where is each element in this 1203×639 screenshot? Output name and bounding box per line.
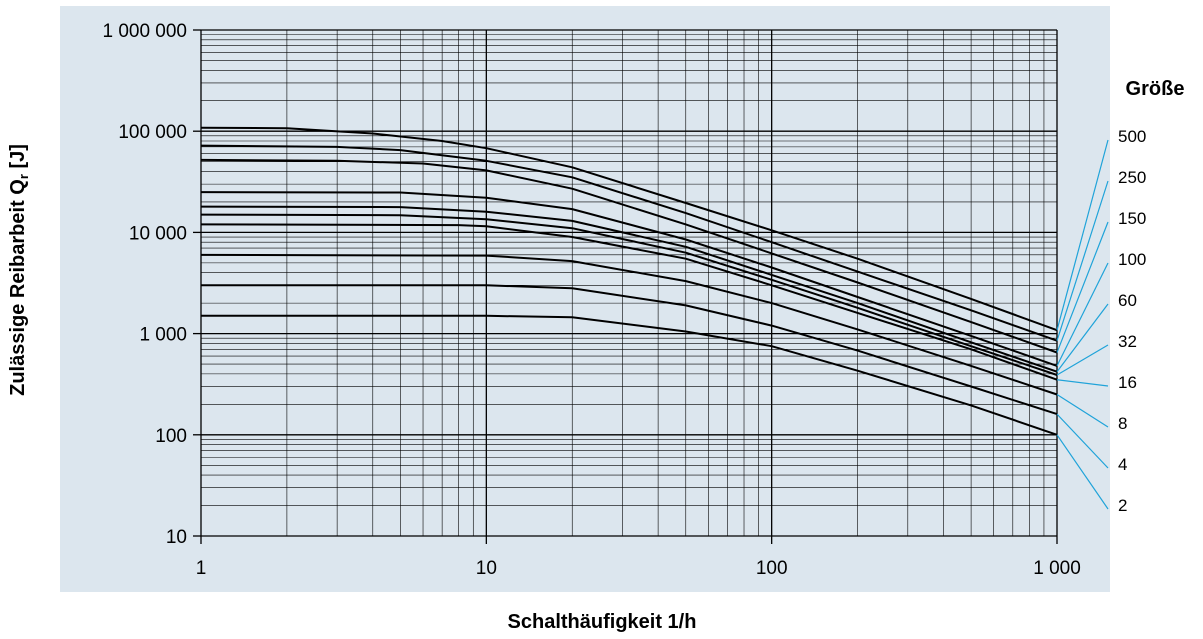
x-tick-label: 10: [476, 558, 497, 579]
size-label-60: 60: [1118, 291, 1137, 310]
x-axis-ticks: 1 10 100 1 000: [196, 536, 1081, 579]
leader-line-size-150: [1056, 221, 1109, 353]
x-tick-label: 100: [756, 558, 788, 579]
leader-line-size-500: [1056, 139, 1109, 331]
size-leader-lines: [1056, 139, 1109, 510]
x-tick-label: 1 000: [1033, 558, 1081, 579]
curve-size-60: [200, 205, 1058, 373]
y-tick-label: 100: [155, 426, 187, 447]
y-tick-label: 10: [166, 527, 187, 548]
leader-line-size-60: [1056, 303, 1109, 373]
plot-background: [60, 6, 1110, 592]
y-axis-title-main: Zulässige Reibarbeit Q: [7, 179, 29, 396]
y-axis-title-unit: [J]: [7, 144, 29, 174]
leader-line-size-4: [1056, 413, 1109, 469]
curve-size-16: [200, 223, 1058, 381]
size-label-4: 4: [1118, 455, 1127, 474]
y-tick-label: 100 000: [118, 122, 187, 143]
leader-line-size-16: [1056, 379, 1109, 387]
size-label-32: 32: [1118, 332, 1137, 351]
y-axis-ticks: 10 100 1 000 10 000 100 000 1 000 000: [102, 21, 201, 548]
leader-line-size-32: [1056, 344, 1109, 376]
legend-title: Größe: [1126, 78, 1185, 100]
leader-line-size-8: [1056, 394, 1109, 428]
curve-size-32: [200, 213, 1058, 376]
size-label-100: 100: [1118, 250, 1146, 269]
x-tick-label: 1: [196, 558, 207, 579]
leader-line-size-250: [1056, 180, 1109, 341]
curve-size-150: [200, 158, 1058, 354]
size-label-250: 250: [1118, 168, 1146, 187]
y-tick-label: 10 000: [129, 223, 187, 244]
size-label-16: 16: [1118, 373, 1137, 392]
curve-size-2: [201, 314, 1058, 436]
curve-size-4: [201, 284, 1058, 416]
y-axis-title-subscript: r: [16, 174, 31, 179]
size-labels: 500 250 150 100 60 32 16 8 4 2: [1118, 127, 1146, 515]
curve-size-100: [200, 191, 1058, 367]
curve-size-250: [200, 144, 1058, 342]
size-label-500: 500: [1118, 127, 1146, 146]
leader-line-size-100: [1056, 262, 1109, 367]
y-axis-title: Zulässige Reibarbeit Qr [J]: [7, 144, 31, 396]
y-tick-label: 1 000: [139, 325, 187, 346]
leader-line-size-2: [1056, 434, 1109, 510]
x-axis-title: Schalthäufigkeit 1/h: [508, 611, 697, 633]
curve-size-8: [200, 253, 1058, 396]
size-label-8: 8: [1118, 414, 1127, 433]
size-label-150: 150: [1118, 209, 1146, 228]
size-label-2: 2: [1118, 496, 1127, 515]
curves: [200, 126, 1058, 436]
curve-size-500: [200, 126, 1058, 332]
y-tick-label: 1 000 000: [102, 21, 187, 42]
minor-grid: [201, 30, 1057, 536]
